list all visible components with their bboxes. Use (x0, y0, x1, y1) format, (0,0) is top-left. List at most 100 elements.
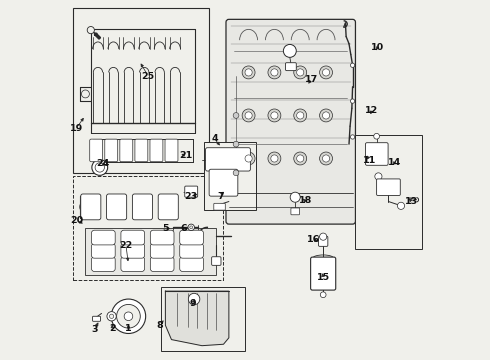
Circle shape (290, 192, 300, 202)
Text: 20: 20 (70, 216, 83, 225)
Circle shape (322, 112, 330, 119)
Bar (355, 135, 422, 249)
Circle shape (319, 66, 333, 79)
Circle shape (268, 66, 281, 79)
FancyBboxPatch shape (132, 194, 152, 220)
FancyBboxPatch shape (205, 148, 250, 171)
Circle shape (233, 141, 239, 147)
Circle shape (322, 155, 330, 162)
Text: 25: 25 (142, 72, 155, 81)
Text: 11: 11 (363, 156, 376, 165)
Text: 15: 15 (317, 273, 330, 282)
Text: 5: 5 (162, 224, 169, 233)
Text: 22: 22 (120, 241, 133, 250)
FancyBboxPatch shape (150, 230, 174, 245)
Circle shape (319, 152, 333, 165)
Circle shape (117, 305, 140, 328)
Text: 3: 3 (91, 325, 98, 334)
Circle shape (111, 299, 146, 333)
Circle shape (87, 27, 95, 34)
Circle shape (350, 63, 355, 67)
FancyBboxPatch shape (212, 257, 221, 265)
FancyBboxPatch shape (214, 203, 225, 210)
Text: 24: 24 (97, 159, 110, 168)
FancyBboxPatch shape (209, 169, 238, 196)
Text: 10: 10 (371, 43, 384, 52)
FancyBboxPatch shape (165, 139, 178, 162)
Circle shape (92, 159, 108, 175)
Circle shape (350, 135, 355, 139)
Circle shape (242, 109, 255, 122)
Circle shape (294, 152, 307, 165)
FancyBboxPatch shape (311, 257, 336, 290)
FancyBboxPatch shape (135, 139, 148, 162)
FancyBboxPatch shape (150, 139, 163, 162)
Text: 13: 13 (405, 197, 418, 206)
Circle shape (245, 112, 252, 119)
FancyBboxPatch shape (121, 257, 145, 271)
FancyBboxPatch shape (180, 230, 203, 245)
Text: 17: 17 (305, 75, 318, 84)
Text: 14: 14 (388, 158, 401, 167)
Text: 16: 16 (307, 235, 320, 244)
Circle shape (294, 66, 307, 79)
FancyBboxPatch shape (366, 143, 388, 165)
Circle shape (319, 233, 327, 240)
FancyBboxPatch shape (121, 230, 145, 245)
Circle shape (233, 113, 239, 118)
Text: 21: 21 (179, 151, 193, 160)
Circle shape (271, 155, 278, 162)
FancyBboxPatch shape (92, 243, 115, 258)
FancyBboxPatch shape (286, 63, 296, 71)
FancyBboxPatch shape (318, 236, 328, 246)
Bar (85, 228, 216, 275)
Circle shape (294, 109, 307, 122)
FancyBboxPatch shape (120, 139, 133, 162)
FancyBboxPatch shape (180, 257, 203, 271)
FancyBboxPatch shape (121, 243, 145, 258)
Circle shape (322, 69, 330, 76)
Circle shape (296, 112, 304, 119)
FancyBboxPatch shape (93, 316, 100, 321)
FancyBboxPatch shape (92, 257, 115, 271)
Text: 8: 8 (156, 321, 163, 330)
Text: 12: 12 (365, 105, 378, 114)
Circle shape (242, 152, 255, 165)
Text: 23: 23 (184, 192, 197, 201)
FancyBboxPatch shape (105, 139, 118, 162)
Text: 19: 19 (70, 123, 83, 132)
FancyBboxPatch shape (150, 243, 174, 258)
FancyBboxPatch shape (226, 19, 355, 224)
Bar (73, 8, 209, 173)
Circle shape (319, 109, 333, 122)
Circle shape (283, 44, 296, 57)
FancyBboxPatch shape (377, 179, 400, 195)
Bar (204, 142, 256, 211)
Circle shape (107, 312, 116, 321)
Circle shape (109, 314, 114, 319)
FancyBboxPatch shape (180, 243, 203, 258)
Circle shape (245, 155, 252, 162)
FancyBboxPatch shape (90, 139, 102, 162)
Circle shape (188, 224, 195, 230)
Circle shape (296, 155, 304, 162)
Text: 7: 7 (217, 192, 224, 201)
Circle shape (124, 312, 133, 320)
Circle shape (374, 134, 379, 139)
Polygon shape (166, 291, 229, 346)
Circle shape (268, 152, 281, 165)
Bar (73, 176, 223, 280)
Circle shape (245, 69, 252, 76)
Circle shape (268, 109, 281, 122)
Circle shape (375, 173, 382, 180)
Text: 6: 6 (180, 224, 187, 233)
FancyBboxPatch shape (185, 186, 197, 197)
Circle shape (190, 226, 193, 229)
Circle shape (397, 202, 405, 210)
Text: 9: 9 (190, 299, 196, 308)
Text: 2: 2 (109, 324, 116, 333)
FancyBboxPatch shape (92, 230, 115, 245)
FancyBboxPatch shape (107, 194, 126, 220)
Circle shape (271, 69, 278, 76)
Circle shape (188, 293, 200, 305)
